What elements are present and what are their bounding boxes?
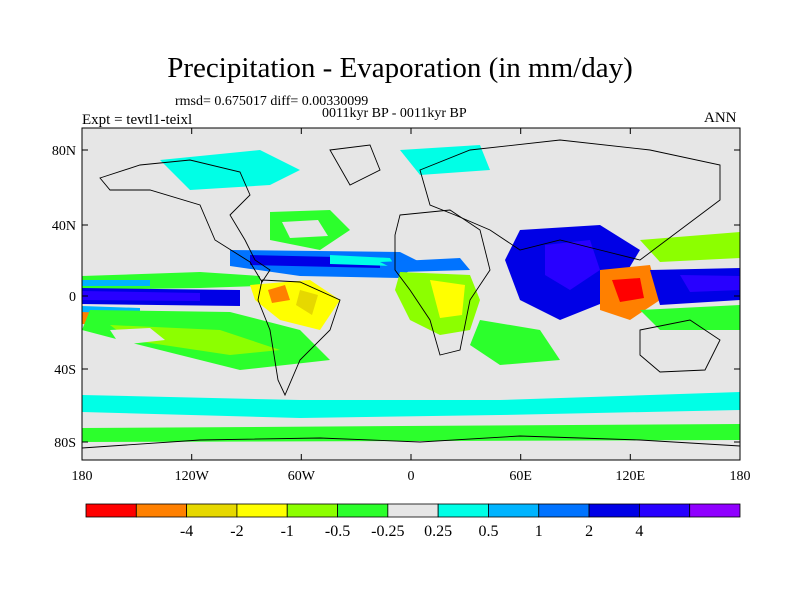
lat-tick-label: 0: [69, 290, 76, 305]
coastline-eurasia: [419, 139, 721, 261]
colorbar-swatch: [437, 503, 489, 518]
axis-ticks: 80N 40N 0 40S 80S 180 120W 60W 0 60E 120E 180: [52, 128, 751, 484]
lat-tick-label: 40N: [52, 219, 76, 234]
colorbar-swatch: [588, 503, 640, 518]
lat-tick-label: 80S: [54, 436, 76, 451]
lon-tick-label: 120W: [175, 469, 210, 484]
lon-tick-label: 180: [730, 469, 751, 484]
coastlines: [82, 139, 740, 449]
experiment-label: Expt = tevtl1-teixl: [82, 112, 193, 128]
coastline-antarctica: [82, 435, 740, 449]
colorbar-swatch: [135, 503, 188, 518]
colorbar-label: -0.5: [325, 523, 350, 540]
field-patch: [380, 258, 470, 272]
colorbar-label: -4: [180, 523, 193, 540]
lon-tick-label: 120E: [616, 469, 646, 484]
map-field: [82, 128, 740, 460]
lon-tick-label: 60W: [288, 469, 316, 484]
colorbar-label: 0.25: [424, 523, 452, 540]
colorbar-label: 1: [535, 523, 543, 540]
field-patch: [82, 280, 150, 286]
colorbar-swatch: [236, 503, 288, 518]
colorbar-label: -1: [281, 523, 294, 540]
field-patch: [680, 275, 740, 292]
colorbar-label: -2: [230, 523, 243, 540]
colorbar-swatch: [488, 503, 540, 518]
lat-tick-label: 40S: [54, 363, 76, 378]
field-patch: [430, 280, 465, 318]
coastline-north-america: [99, 159, 271, 283]
colorbar-swatch: [186, 503, 238, 518]
colorbar-label: 0.5: [478, 523, 498, 540]
period-label: 0011kyr BP - 0011kyr BP: [322, 106, 467, 121]
field-patch: [282, 220, 328, 238]
rmsd-diff-stats: rmsd= 0.675017 diff= 0.00330099: [175, 94, 369, 109]
field-patch: [110, 328, 165, 345]
lat-tick-label: 80N: [52, 144, 76, 159]
field-patch: [640, 305, 740, 330]
colorbar-swatch: [689, 503, 741, 518]
field-patch: [612, 278, 644, 302]
colorbar-swatch: [85, 503, 137, 518]
field-patch: [82, 291, 200, 301]
field-patch: [82, 392, 740, 418]
colorbar-swatch: [538, 503, 590, 518]
colorbar-swatch: [638, 503, 691, 518]
map-title: Precipitation - Evaporation (in mm/day): [167, 52, 633, 84]
field-patch: [268, 285, 290, 303]
colorbar: -4 -2 -1 -0.5 -0.25 0.25 0.5 1 2 4: [85, 503, 741, 540]
season-label: ANN: [704, 110, 737, 126]
field-patch: [545, 240, 600, 290]
colorbar-label: 2: [585, 523, 593, 540]
field-patch: [296, 290, 318, 315]
coastline-south-america: [257, 279, 341, 397]
coastline-greenland: [329, 144, 381, 186]
colorbar-swatch: [337, 503, 389, 518]
lon-tick-label: 0: [408, 469, 415, 484]
field-patch: [640, 232, 740, 262]
coastline-australia: [639, 319, 721, 373]
colorbar-label: 4: [635, 523, 643, 540]
colorbar-swatch: [387, 503, 439, 518]
coastline-africa: [394, 209, 491, 356]
lon-tick-label: 60E: [509, 469, 532, 484]
colorbar-swatch: [286, 503, 338, 518]
colorbar-label: -0.25: [371, 523, 404, 540]
field-patch: [470, 320, 560, 365]
lon-tick-label: 180: [72, 469, 93, 484]
field-patch: [330, 255, 395, 266]
